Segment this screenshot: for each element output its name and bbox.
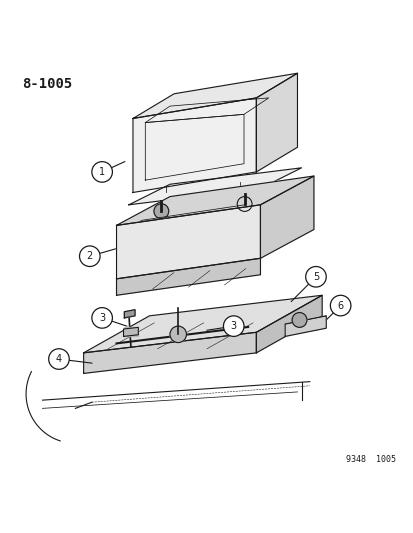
Text: 5: 5 [312, 272, 318, 282]
Polygon shape [133, 98, 256, 192]
Circle shape [154, 204, 169, 219]
Polygon shape [285, 316, 325, 336]
Polygon shape [116, 176, 313, 225]
Polygon shape [133, 73, 297, 118]
Polygon shape [256, 295, 321, 353]
Circle shape [223, 316, 243, 336]
Circle shape [92, 161, 112, 182]
Polygon shape [256, 73, 297, 172]
Text: 3: 3 [230, 321, 236, 331]
Text: 9348  1005: 9348 1005 [345, 455, 395, 464]
Text: 6: 6 [337, 301, 343, 311]
Circle shape [79, 246, 100, 266]
Polygon shape [260, 176, 313, 259]
Circle shape [330, 295, 350, 316]
Text: 3: 3 [99, 313, 105, 323]
Polygon shape [116, 259, 260, 295]
Polygon shape [128, 168, 301, 205]
FancyBboxPatch shape [123, 327, 138, 336]
Polygon shape [124, 310, 135, 318]
Circle shape [92, 308, 112, 328]
Circle shape [49, 349, 69, 369]
Text: 8-1005: 8-1005 [22, 77, 72, 91]
Polygon shape [83, 332, 256, 374]
Circle shape [170, 326, 186, 343]
Text: 4: 4 [56, 354, 62, 364]
Text: 2: 2 [86, 251, 93, 261]
Polygon shape [83, 295, 321, 353]
Circle shape [305, 266, 325, 287]
Circle shape [292, 312, 306, 327]
Polygon shape [116, 205, 260, 279]
Text: 1: 1 [99, 167, 105, 177]
